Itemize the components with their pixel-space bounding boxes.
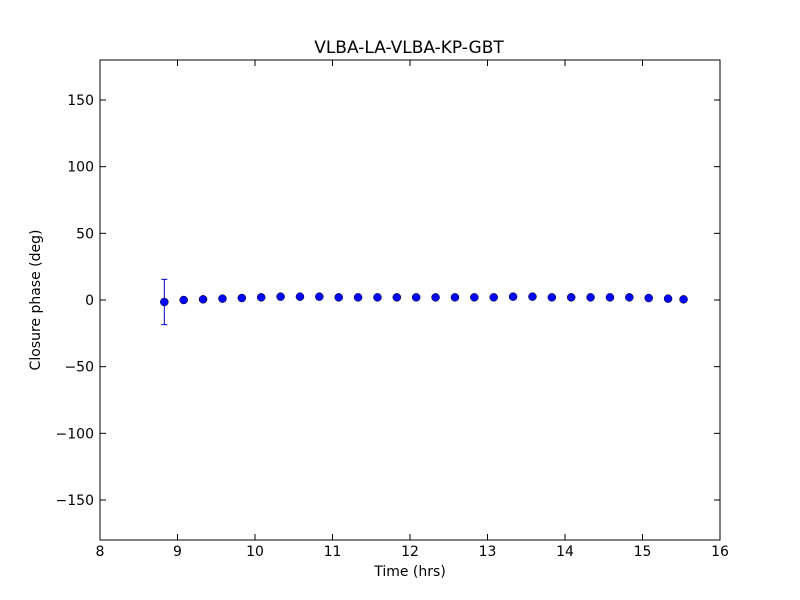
y-tick-label: 0 bbox=[85, 293, 94, 309]
data-point bbox=[160, 297, 169, 307]
data-point bbox=[605, 293, 615, 302]
data-point bbox=[198, 295, 208, 304]
data-point bbox=[353, 293, 363, 302]
data-point bbox=[315, 292, 324, 301]
data-point bbox=[431, 293, 440, 302]
data-point bbox=[237, 293, 247, 303]
data-point bbox=[663, 294, 673, 303]
data-series bbox=[160, 278, 688, 326]
x-tick-label: 15 bbox=[634, 544, 652, 560]
data-point bbox=[679, 295, 688, 304]
data-point bbox=[450, 293, 460, 302]
data-point bbox=[179, 295, 188, 305]
x-tick-label: 9 bbox=[173, 544, 182, 560]
data-point bbox=[295, 292, 305, 301]
data-point bbox=[547, 293, 557, 302]
data-point bbox=[218, 294, 227, 303]
data-point bbox=[334, 293, 343, 302]
y-tick-label: 50 bbox=[76, 226, 94, 242]
y-tick-label: 100 bbox=[67, 160, 94, 176]
y-tick-label: −100 bbox=[56, 426, 94, 442]
x-tick-label: 13 bbox=[479, 544, 497, 560]
x-tick-label: 16 bbox=[711, 544, 729, 560]
data-point bbox=[489, 293, 498, 302]
data-point bbox=[644, 293, 653, 303]
data-point bbox=[508, 292, 518, 301]
y-axis-label: Closure phase (deg) bbox=[28, 230, 44, 371]
y-tick-label: 150 bbox=[67, 93, 94, 109]
chart-title: VLBA-LA-VLBA-KP-GBT bbox=[314, 38, 504, 58]
x-tick-label: 11 bbox=[324, 544, 342, 560]
y-axis: −150 −100 −50 0 50 100 150 bbox=[56, 93, 720, 509]
x-tick-label: 8 bbox=[96, 544, 105, 560]
y-tick-label: −150 bbox=[56, 493, 94, 509]
y-tick-label: −50 bbox=[64, 360, 94, 376]
data-point bbox=[528, 292, 537, 301]
data-point bbox=[566, 293, 576, 302]
data-point bbox=[276, 292, 285, 301]
x-axis: 8 9 10 11 12 13 14 15 16 bbox=[96, 60, 729, 560]
x-tick-label: 10 bbox=[246, 544, 264, 560]
data-point bbox=[411, 293, 421, 302]
x-tick-label: 12 bbox=[401, 544, 419, 560]
data-point bbox=[373, 293, 382, 302]
data-point bbox=[256, 293, 266, 302]
data-point bbox=[586, 293, 595, 302]
x-axis-label: Time (hrs) bbox=[373, 564, 446, 580]
x-tick-label: 14 bbox=[556, 544, 574, 560]
data-point bbox=[625, 293, 634, 302]
data-point bbox=[392, 293, 402, 302]
data-point bbox=[470, 293, 479, 302]
